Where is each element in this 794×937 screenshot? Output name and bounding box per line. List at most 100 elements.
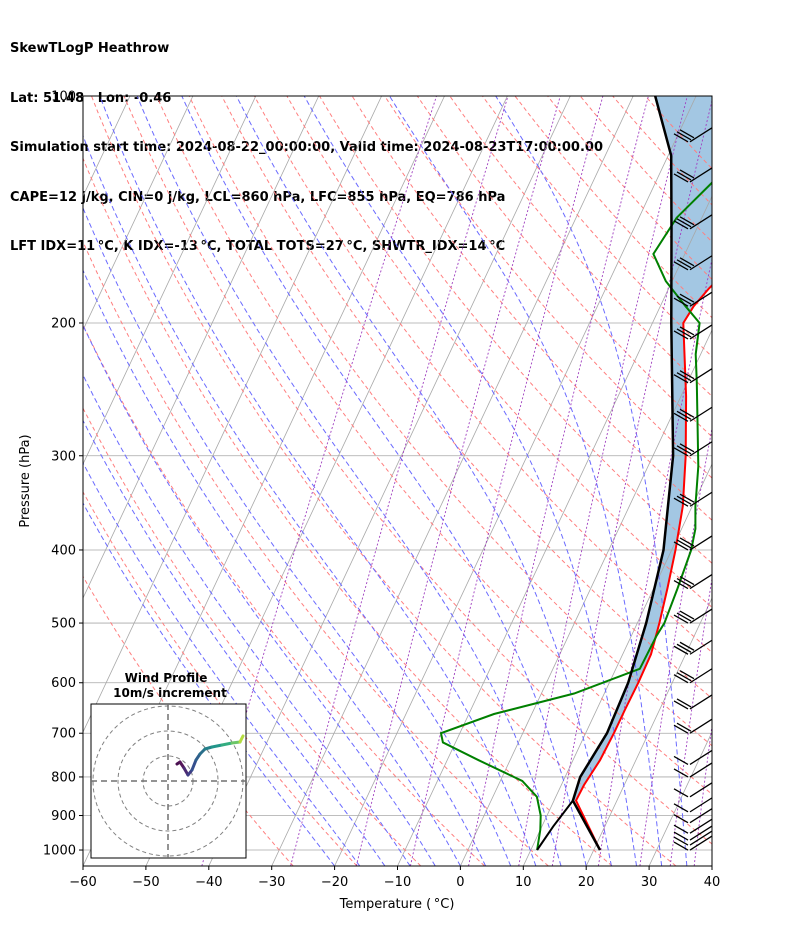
wind-barb — [673, 167, 713, 183]
x-tick-label: 0 — [456, 875, 464, 890]
isotherm-line — [711, 865, 712, 866]
dry-adiabat — [221, 96, 712, 700]
moist-adiabat — [83, 502, 336, 866]
moist-adiabat — [83, 419, 386, 866]
wind-barb — [673, 441, 713, 457]
mixing-ratio-line — [693, 722, 712, 866]
isotherm-line — [0, 96, 4, 866]
wind-barb — [673, 573, 713, 590]
dry-adiabat — [123, 96, 712, 845]
wind-barb — [673, 491, 713, 507]
dry-adiabat — [253, 96, 712, 654]
hodo-segment — [238, 734, 245, 744]
dry-adiabat — [384, 96, 712, 479]
hodo-segment — [190, 758, 198, 772]
dry-adiabat — [514, 96, 712, 319]
isotherm-line — [83, 96, 320, 599]
wind-barb — [673, 127, 713, 143]
hodograph-title: Wind Profile — [125, 671, 208, 685]
isotherm-line — [83, 96, 257, 466]
x-axis-label: Temperature ( °C) — [339, 897, 455, 912]
y-tick-label: 200 — [51, 316, 76, 331]
isotherm-line — [83, 96, 194, 332]
dewpoint-line — [439, 181, 712, 851]
moist-adiabat — [83, 461, 361, 866]
moist-adiabat — [181, 96, 587, 866]
moist-adiabat — [99, 96, 537, 866]
x-tick-label: −20 — [321, 875, 348, 890]
mixing-ratio-line — [290, 96, 509, 866]
parcel-line — [571, 96, 675, 851]
dry-adiabat — [83, 323, 485, 866]
wind-barb — [673, 406, 713, 422]
y-tick-label: 900 — [51, 809, 76, 824]
dry-adiabat — [351, 96, 712, 521]
isotherm-line — [334, 96, 697, 866]
hodograph-subtitle: 10m/s increment — [113, 686, 227, 700]
moist-adiabat — [303, 96, 637, 866]
isotherm-line — [83, 96, 382, 733]
dry-adiabat — [83, 407, 422, 866]
hodo-ring — [117, 730, 219, 832]
isotherm-line — [460, 329, 712, 866]
wind-barb — [673, 535, 713, 551]
moist-adiabat — [83, 324, 436, 866]
dry-adiabat — [449, 96, 712, 397]
mixing-ratio-line — [201, 96, 437, 866]
wind-barb — [673, 762, 713, 778]
mixing-ratio-line — [409, 96, 604, 866]
wind-barb — [673, 368, 713, 384]
wind-barb — [673, 608, 713, 624]
cape-line: CAPE=12 j/kg, CIN=0 j/kg, LCL=860 hPa, L… — [10, 189, 506, 205]
mixing-ratio-line — [551, 98, 712, 866]
y-axis-label: Pressure (hPa) — [18, 434, 33, 527]
x-tick-label: 10 — [515, 875, 532, 890]
wind-barb — [673, 830, 713, 846]
x-tick-label: −50 — [132, 875, 159, 890]
dry-adiabat — [83, 575, 294, 866]
indices-line: LFT IDX=11 °C, K IDX=-13 °C, TOTAL TOTS=… — [10, 239, 506, 254]
moist-adiabat — [389, 96, 663, 866]
y-tick-label: 300 — [51, 449, 76, 464]
x-tick-label: −40 — [195, 875, 222, 890]
y-tick-label: 800 — [51, 770, 76, 785]
x-tick-label: 20 — [578, 875, 595, 890]
x-tick-label: 40 — [704, 875, 721, 890]
isotherm-line — [208, 96, 571, 866]
dry-adiabat — [91, 96, 677, 866]
hodo-segment — [210, 743, 224, 749]
wind-barb — [673, 797, 713, 813]
moist-adiabat — [83, 269, 461, 866]
y-tick-label: 700 — [51, 727, 76, 742]
location-line: Lat: 51.48 Lon: -0.46 — [10, 90, 172, 106]
chart-title: SkewTLogP Heathrow — [10, 41, 170, 56]
x-tick-label: −10 — [384, 875, 411, 890]
moist-adiabat — [136, 96, 562, 866]
wind-barb — [673, 694, 713, 710]
cape-area — [572, 96, 712, 801]
wind-barb — [673, 749, 713, 765]
wind-barb — [673, 214, 713, 230]
wind-barb — [673, 818, 713, 834]
dry-adiabat — [83, 491, 358, 866]
isotherm-line — [271, 96, 634, 866]
moist-adiabat — [83, 134, 512, 866]
wind-barb — [673, 718, 713, 734]
isotherm-line — [0, 96, 67, 866]
chart-header: SkewTLogP Heathrow Lat: 51.48 Lon: -0.46… — [10, 8, 603, 272]
mixing-ratio-line — [468, 96, 649, 866]
wind-barb — [673, 668, 713, 684]
wind-barb — [673, 835, 713, 851]
wind-barb — [673, 639, 713, 655]
time-line: Simulation start time: 2024-08-22_00:00:… — [10, 140, 603, 155]
wind-barb — [673, 291, 713, 307]
hodo-segment — [220, 741, 234, 747]
y-tick-label: 100 — [51, 90, 76, 105]
y-tick-label: 1000 — [43, 844, 76, 859]
x-tick-label: −60 — [69, 875, 96, 890]
hodograph: Wind Profile 10m/s increment — [90, 671, 247, 859]
moist-adiabat — [83, 206, 487, 866]
moist-adiabat — [235, 96, 612, 866]
parcel-base-line — [536, 799, 574, 851]
